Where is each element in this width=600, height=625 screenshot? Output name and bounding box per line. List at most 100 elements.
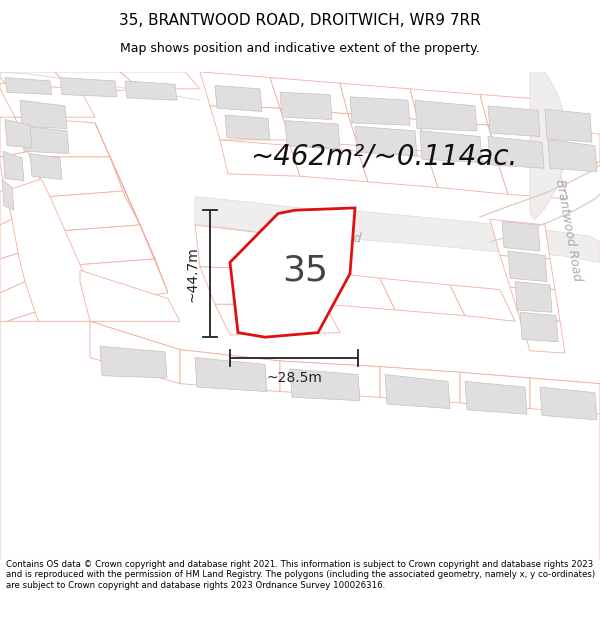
Polygon shape xyxy=(90,321,180,384)
Polygon shape xyxy=(200,267,325,304)
Polygon shape xyxy=(210,106,290,140)
Polygon shape xyxy=(545,109,592,142)
Polygon shape xyxy=(0,219,18,259)
Polygon shape xyxy=(385,374,450,409)
Polygon shape xyxy=(195,225,310,270)
Polygon shape xyxy=(520,319,565,353)
Polygon shape xyxy=(3,151,24,181)
Polygon shape xyxy=(548,140,597,172)
Polygon shape xyxy=(2,179,14,210)
Text: Contains OS data © Crown copyright and database right 2021. This information is : Contains OS data © Crown copyright and d… xyxy=(6,560,595,590)
Polygon shape xyxy=(5,119,32,148)
Polygon shape xyxy=(415,100,477,131)
Polygon shape xyxy=(380,278,465,316)
Polygon shape xyxy=(270,78,348,114)
Polygon shape xyxy=(285,121,340,149)
Polygon shape xyxy=(358,151,438,188)
Polygon shape xyxy=(280,108,358,146)
Polygon shape xyxy=(0,503,18,537)
Polygon shape xyxy=(350,97,410,125)
Polygon shape xyxy=(355,126,417,156)
Polygon shape xyxy=(0,118,30,157)
Polygon shape xyxy=(80,259,168,301)
Polygon shape xyxy=(465,381,527,414)
Polygon shape xyxy=(480,94,548,129)
Polygon shape xyxy=(5,78,52,94)
Text: Brantwood Road: Brantwood Road xyxy=(258,227,362,246)
Polygon shape xyxy=(0,191,12,225)
Polygon shape xyxy=(418,119,498,157)
Polygon shape xyxy=(488,125,558,160)
Polygon shape xyxy=(80,270,180,321)
Text: ~462m²/~0.114ac.: ~462m²/~0.114ac. xyxy=(250,143,517,171)
Polygon shape xyxy=(280,361,380,398)
Polygon shape xyxy=(488,106,540,136)
Polygon shape xyxy=(0,349,18,384)
Text: Brantwood Road: Brantwood Road xyxy=(553,179,583,282)
Polygon shape xyxy=(195,197,600,262)
Polygon shape xyxy=(540,387,597,420)
Polygon shape xyxy=(520,312,558,342)
Polygon shape xyxy=(215,86,262,111)
Polygon shape xyxy=(450,285,515,321)
Text: Map shows position and indicative extent of the property.: Map shows position and indicative extent… xyxy=(120,42,480,54)
Polygon shape xyxy=(0,469,32,502)
Polygon shape xyxy=(280,92,332,119)
Polygon shape xyxy=(410,89,488,125)
Polygon shape xyxy=(15,118,110,157)
Text: 35: 35 xyxy=(282,253,328,288)
Polygon shape xyxy=(95,123,140,225)
Polygon shape xyxy=(0,83,95,118)
Polygon shape xyxy=(22,126,69,154)
Polygon shape xyxy=(0,423,15,458)
Polygon shape xyxy=(0,523,28,554)
Polygon shape xyxy=(125,191,168,293)
Polygon shape xyxy=(215,304,340,335)
Polygon shape xyxy=(502,221,540,251)
Polygon shape xyxy=(348,114,428,151)
Polygon shape xyxy=(310,270,395,310)
Polygon shape xyxy=(125,81,177,100)
Polygon shape xyxy=(0,321,600,559)
Polygon shape xyxy=(30,157,125,197)
Polygon shape xyxy=(20,100,67,129)
Polygon shape xyxy=(0,151,40,191)
Polygon shape xyxy=(290,369,360,401)
Text: ~28.5m: ~28.5m xyxy=(266,371,322,385)
Polygon shape xyxy=(290,146,368,182)
Polygon shape xyxy=(460,372,530,409)
Polygon shape xyxy=(510,288,560,321)
Polygon shape xyxy=(195,357,267,392)
Polygon shape xyxy=(488,136,544,168)
Polygon shape xyxy=(548,129,600,162)
Polygon shape xyxy=(110,157,155,259)
Polygon shape xyxy=(55,72,140,94)
Polygon shape xyxy=(0,372,25,403)
Polygon shape xyxy=(0,392,35,423)
Polygon shape xyxy=(200,72,280,108)
Polygon shape xyxy=(0,72,75,100)
Polygon shape xyxy=(100,346,167,378)
Polygon shape xyxy=(530,378,600,414)
Polygon shape xyxy=(225,115,270,140)
Polygon shape xyxy=(490,219,550,259)
Polygon shape xyxy=(500,256,555,289)
Polygon shape xyxy=(420,131,482,162)
Polygon shape xyxy=(530,72,568,219)
Polygon shape xyxy=(508,251,547,282)
Polygon shape xyxy=(428,157,508,194)
Polygon shape xyxy=(65,225,155,264)
Polygon shape xyxy=(60,78,117,97)
Polygon shape xyxy=(230,208,355,337)
Polygon shape xyxy=(340,83,418,119)
Polygon shape xyxy=(30,154,62,179)
Polygon shape xyxy=(180,349,280,392)
Polygon shape xyxy=(120,72,200,89)
Polygon shape xyxy=(0,312,45,349)
Text: ~44.7m: ~44.7m xyxy=(186,246,200,301)
Polygon shape xyxy=(220,140,300,176)
Polygon shape xyxy=(515,282,552,312)
Polygon shape xyxy=(50,191,140,231)
Polygon shape xyxy=(0,446,22,480)
Text: 35, BRANTWOOD ROAD, DROITWICH, WR9 7RR: 35, BRANTWOOD ROAD, DROITWICH, WR9 7RR xyxy=(119,13,481,28)
